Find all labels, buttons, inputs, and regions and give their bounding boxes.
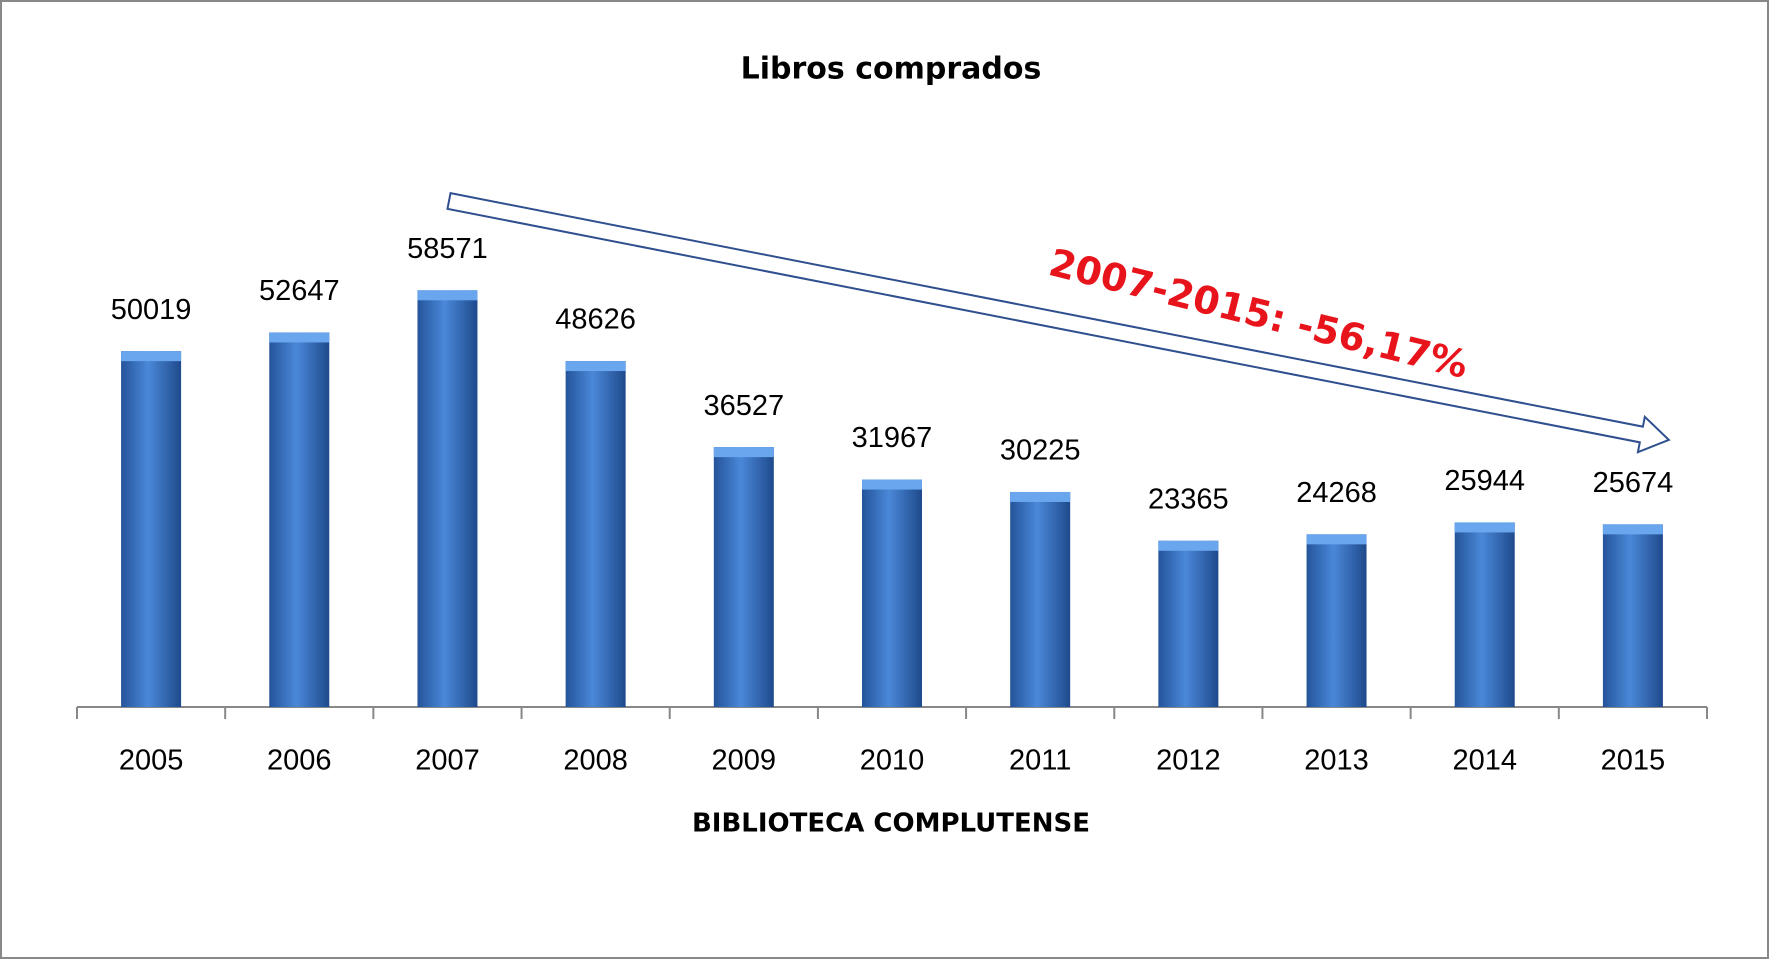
trend-arrow [446,191,1671,454]
bar [862,479,922,707]
bar-cap [862,479,922,490]
x-tick-label: 2010 [860,745,925,777]
x-tick-label: 2005 [119,745,184,777]
x-tick-label: 2007 [415,745,480,777]
x-tick-label: 2015 [1601,745,1666,777]
x-tick-label: 2014 [1452,745,1517,777]
bar-cap [565,361,626,372]
bar [1602,524,1663,707]
data-label: 58571 [407,233,488,265]
x-axis-label: BIBLIOTECA COMPLUTENSE [692,809,1090,839]
chart-title: Libros comprados [741,52,1042,87]
bar [269,332,330,707]
data-label: 23365 [1148,483,1229,515]
bar-cap [1602,524,1663,535]
data-label: 36527 [703,390,784,422]
bar-cap [1306,534,1367,545]
data-label: 48626 [555,304,636,336]
bar-cap [121,351,182,362]
bar [1306,534,1367,707]
bar-cap [1158,540,1219,551]
data-label: 31967 [852,422,933,454]
data-label: 25944 [1444,465,1525,497]
x-tick-label: 2009 [712,745,777,777]
bar-cap [713,447,774,458]
bar [1158,540,1219,707]
data-label: 30225 [1000,435,1081,467]
bar [121,351,182,707]
x-tick-label: 2013 [1304,745,1369,777]
bar-cap [1454,522,1515,533]
bar [565,361,626,707]
bar-cap [417,290,478,301]
bar [1454,522,1515,707]
data-label: 52647 [259,275,340,307]
x-tick-label: 2012 [1156,745,1221,777]
bar-cap [1010,491,1071,502]
bar [1010,491,1071,707]
data-label: 50019 [111,294,192,326]
x-tick-label: 2006 [267,745,332,777]
bar-cap [269,332,330,343]
data-label: 24268 [1296,477,1377,509]
x-tick-label: 2011 [1009,745,1071,777]
bar [417,290,478,707]
x-tick-label: 2008 [563,745,628,777]
bar [713,447,774,707]
data-label: 25674 [1593,467,1674,499]
